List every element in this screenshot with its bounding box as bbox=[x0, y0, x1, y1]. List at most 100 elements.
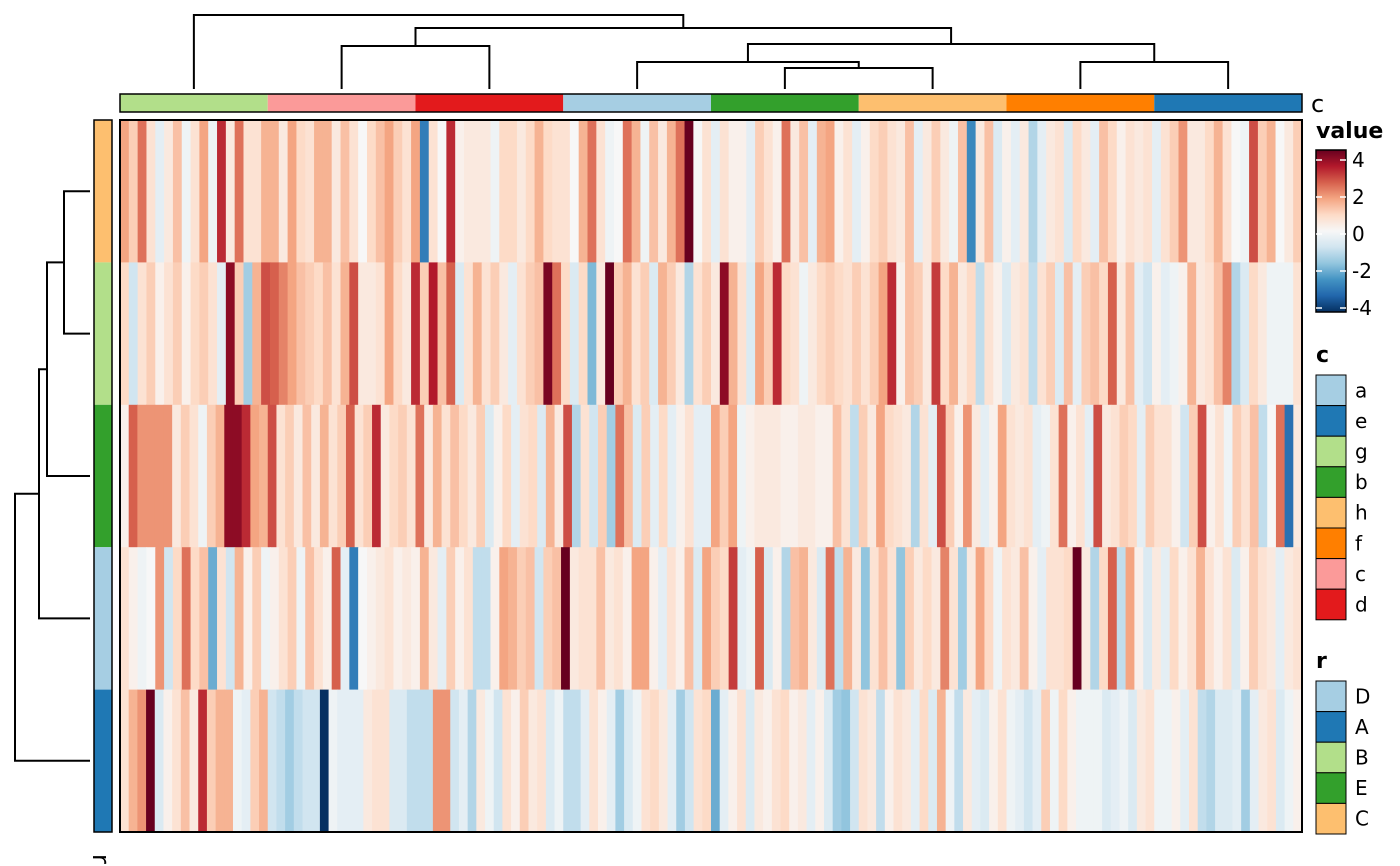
heatmap-cell bbox=[993, 547, 1003, 691]
heatmap-cell bbox=[931, 120, 941, 263]
heatmap-cell bbox=[1189, 689, 1199, 833]
heatmap-cell bbox=[450, 404, 460, 548]
heatmap-cell bbox=[1178, 547, 1188, 691]
heatmap-cell bbox=[928, 689, 938, 833]
heatmap-cell bbox=[675, 262, 686, 406]
heatmap-cell bbox=[441, 689, 451, 833]
heatmap-cell bbox=[450, 689, 460, 833]
heatmap-cell bbox=[511, 689, 521, 833]
heatmap-cell bbox=[980, 404, 990, 548]
heatmap-cell bbox=[587, 262, 597, 406]
heatmap-cell bbox=[537, 404, 547, 548]
heatmap-cell bbox=[816, 120, 827, 263]
heatmap-cell bbox=[1037, 547, 1047, 691]
heatmap-cell bbox=[419, 120, 430, 263]
heatmap-cell bbox=[446, 120, 456, 263]
heatmap-cell bbox=[613, 547, 624, 691]
heatmap-cell bbox=[508, 262, 518, 406]
heatmap-cell bbox=[1063, 262, 1074, 406]
color-bar-tick-label: 2 bbox=[1352, 185, 1365, 209]
heatmap-cell bbox=[1241, 404, 1251, 548]
legend-r-title: r bbox=[1316, 649, 1327, 674]
heatmap-cell bbox=[1143, 120, 1153, 263]
heatmap-cell bbox=[615, 404, 625, 548]
row-annotation-cell bbox=[94, 404, 112, 548]
heatmap-cell bbox=[905, 120, 915, 263]
heatmap-cell bbox=[772, 547, 783, 691]
heatmap-body bbox=[120, 120, 1303, 833]
heatmap-cell bbox=[649, 547, 659, 691]
heatmap-cell bbox=[481, 262, 492, 406]
heatmap-cell bbox=[587, 120, 597, 263]
heatmap-cell bbox=[490, 547, 500, 691]
heatmap-cell bbox=[154, 404, 165, 548]
heatmap-cell bbox=[552, 120, 562, 263]
heatmap-cell bbox=[319, 404, 330, 548]
heatmap-cell bbox=[869, 120, 880, 263]
heatmap-cell bbox=[1107, 547, 1118, 691]
heatmap-cell bbox=[1213, 120, 1224, 263]
heatmap-cell bbox=[354, 689, 364, 833]
heatmap-cell bbox=[1171, 689, 1181, 833]
heatmap-cell bbox=[693, 547, 703, 691]
heatmap-cell bbox=[666, 120, 677, 263]
heatmap-cell bbox=[128, 120, 139, 263]
heatmap-cell bbox=[825, 547, 836, 691]
heatmap-border bbox=[119, 119, 1303, 833]
heatmap-cell bbox=[858, 404, 869, 548]
heatmap-cell bbox=[1119, 689, 1129, 833]
heatmap-cell bbox=[1110, 404, 1121, 548]
legend-c-swatch bbox=[1315, 374, 1347, 407]
heatmap-cell bbox=[971, 689, 982, 833]
heatmap-cell bbox=[1232, 689, 1242, 833]
heatmap-cell bbox=[693, 120, 703, 263]
heatmap-cell bbox=[1006, 689, 1016, 833]
heatmap-cell bbox=[780, 404, 790, 548]
dendrogram-branch bbox=[1079, 61, 1230, 89]
heatmap-cell bbox=[458, 404, 469, 548]
heatmap-cell bbox=[1116, 547, 1127, 691]
heatmap-cell bbox=[1081, 262, 1091, 406]
heatmap-cell bbox=[1010, 120, 1021, 263]
heatmap-cell bbox=[472, 262, 483, 406]
heatmap-cell bbox=[1076, 689, 1086, 833]
heatmap-cell bbox=[534, 120, 544, 263]
heatmap-cell bbox=[1028, 120, 1038, 263]
heatmap-cell bbox=[569, 120, 580, 263]
heatmap-cell bbox=[472, 120, 483, 263]
heatmap-cell bbox=[975, 547, 986, 691]
heatmap-cell bbox=[476, 689, 486, 833]
heatmap-cell bbox=[172, 547, 183, 691]
heatmap-cell bbox=[587, 547, 597, 691]
heatmap-cell bbox=[746, 262, 756, 406]
heatmap-cell bbox=[252, 262, 262, 406]
heatmap-cell bbox=[331, 547, 342, 691]
heatmap-cell bbox=[1019, 547, 1030, 691]
heatmap-cell bbox=[658, 689, 669, 833]
heatmap-cell bbox=[128, 689, 138, 833]
heatmap-cell bbox=[415, 404, 425, 548]
heatmap-cell bbox=[1128, 689, 1138, 833]
heatmap-cell bbox=[878, 120, 889, 263]
heatmap-cell bbox=[1275, 120, 1285, 263]
heatmap-cell bbox=[896, 262, 906, 406]
heatmap-cell bbox=[424, 689, 434, 833]
heatmap-cell bbox=[181, 262, 192, 406]
heatmap-cell bbox=[746, 547, 756, 691]
legend-c-swatch bbox=[1315, 466, 1347, 498]
heatmap-cell bbox=[808, 262, 818, 406]
heatmap-cell bbox=[406, 689, 417, 833]
heatmap-cell bbox=[366, 120, 377, 263]
row-annotation-cell bbox=[94, 547, 112, 690]
heatmap-cell bbox=[1081, 120, 1091, 263]
heatmap-cell bbox=[287, 120, 298, 263]
legend-c-label: f bbox=[1355, 531, 1363, 555]
heatmap-cell bbox=[1241, 689, 1251, 833]
heatmap-cell bbox=[120, 262, 130, 406]
heatmap-cell bbox=[763, 262, 774, 406]
heatmap-cell bbox=[208, 547, 218, 691]
heatmap-cell bbox=[1093, 689, 1103, 833]
heatmap-cell bbox=[432, 689, 443, 833]
heatmap-cell bbox=[825, 262, 836, 406]
heatmap-cell bbox=[137, 262, 148, 406]
